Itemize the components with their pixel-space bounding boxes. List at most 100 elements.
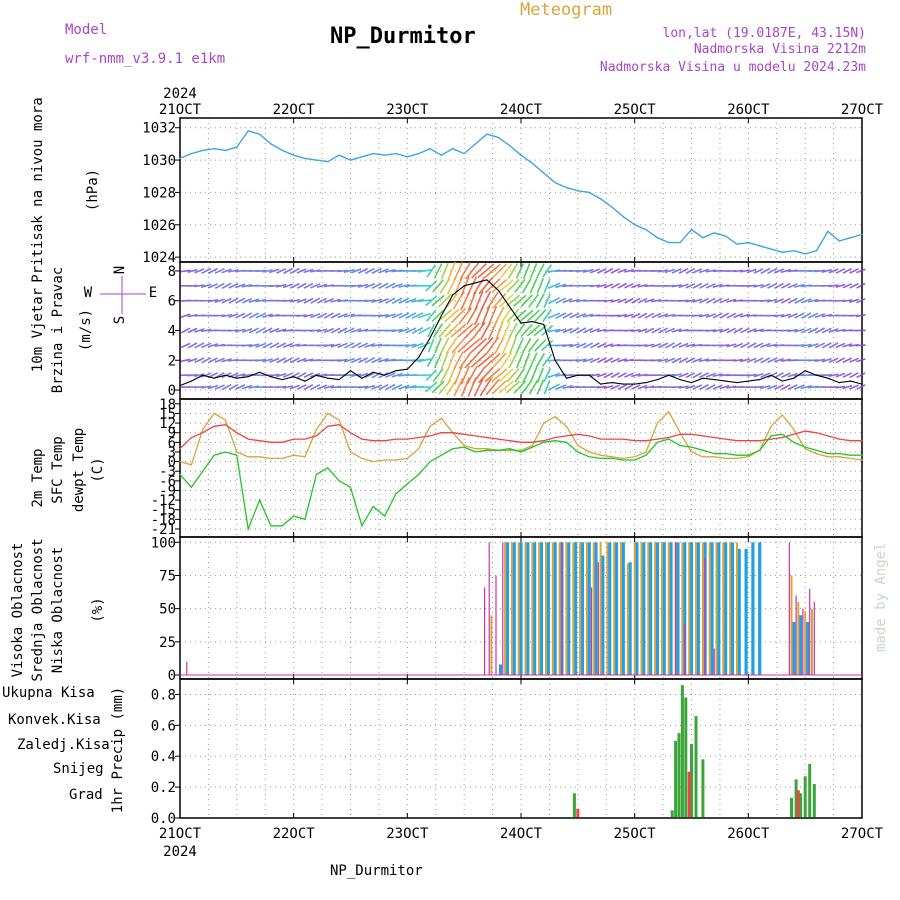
y-tick-temperature--15: -15: [151, 503, 176, 519]
sfc-temp-line-point: [349, 451, 352, 453]
dewpt-line-point: [815, 449, 818, 451]
cloud-bar: [545, 542, 547, 675]
wind-speed-line-point: [827, 377, 829, 379]
wind-speed-line-point: [531, 321, 534, 323]
sfc-temp-line-point: [554, 416, 556, 418]
dewpt-line-point: [315, 473, 317, 475]
wind-speed-line-point: [668, 374, 670, 376]
wind-speed-line-point: [440, 315, 442, 317]
dewpt-line-point: [531, 446, 534, 448]
wind-speed-line-point: [588, 374, 590, 376]
wind-speed-line-point: [395, 370, 397, 372]
temp-2m-line-point: [384, 440, 386, 442]
sfc-temp-line-point: [440, 417, 442, 419]
pressure-line-point: [531, 162, 534, 164]
pressure-line-point: [497, 136, 499, 138]
cloud-bar: [531, 542, 534, 675]
dewpt-line-point: [565, 441, 568, 443]
wind-speed-line-point: [577, 374, 579, 376]
pressure-line-point: [247, 130, 249, 132]
temp-2m-line-point: [361, 438, 363, 440]
cloud-bar: [621, 542, 625, 675]
temp-2m-line-point: [452, 432, 454, 434]
temp-2m-line-point: [509, 440, 511, 442]
sfc-temp-line-point: [395, 459, 397, 461]
dewpt-line-point: [543, 441, 545, 443]
sfc-temp-line-point: [327, 412, 329, 414]
x-tick-top-22OCT: 22OCT: [273, 102, 316, 118]
pressure-line-point: [315, 159, 317, 161]
sfc-temp-line-point: [668, 411, 670, 413]
x-tick-bottom-26OCT: 26OCT: [727, 826, 770, 842]
sfc-temp-line-point: [259, 456, 261, 458]
sfc-temp-line-point: [338, 419, 340, 421]
temp-2m-line-point: [190, 436, 192, 439]
cloud-bar: [613, 542, 616, 675]
y-tick-precipitation-0: 0.0: [151, 811, 176, 827]
pressure-line-point: [179, 157, 181, 159]
sfc-temp-line-point: [611, 456, 613, 458]
y-tick-wind-2: 2: [168, 353, 176, 369]
dewpt-line-point: [270, 525, 272, 527]
pressure-line-point: [440, 154, 442, 156]
sfc-temp-line-point: [372, 461, 374, 463]
pressure-line-point: [565, 187, 568, 189]
sfc-temp-line-point: [861, 459, 863, 461]
wind-speed-line-point: [349, 370, 352, 372]
cloud-bar: [484, 587, 486, 675]
temp-2m-line-point: [293, 438, 295, 440]
precip-bar: [803, 776, 807, 818]
wind-speed-line-point: [236, 377, 238, 379]
sfc-temp-line-point: [827, 456, 829, 458]
x-year-top: 2024: [163, 86, 197, 102]
temp-2m-line-point: [372, 440, 374, 442]
precip-bar: [670, 810, 674, 818]
cloud-bar: [551, 542, 554, 675]
temp-2m-line-point: [224, 424, 227, 426]
pressure-line-point: [543, 172, 545, 174]
dewpt-line-point: [304, 518, 306, 520]
pressure-line-point: [486, 133, 488, 135]
cloud-bar: [565, 542, 568, 675]
y-tick-temperature--6: -6: [159, 474, 176, 490]
credit: made by Angel: [873, 542, 889, 652]
pressure-line-point: [600, 198, 602, 200]
sfc-temp-line-point: [247, 456, 249, 458]
cloud-bar: [633, 542, 636, 675]
sfc-temp-line-point: [815, 453, 818, 455]
temp-2m-line-point: [213, 425, 215, 427]
precip-bar: [808, 763, 812, 818]
cloud-bar: [597, 562, 599, 675]
temp-2m-line-point: [622, 438, 624, 440]
pressure-line-point: [815, 250, 818, 252]
y-tick-temperature-0: 0: [168, 455, 176, 471]
precip-series-0: [572, 685, 816, 818]
pressure-line-point: [293, 154, 295, 156]
sfc-temp-line-point: [202, 428, 204, 431]
cloud-bar: [574, 542, 578, 675]
cloud-bar: [490, 615, 493, 675]
cloud-bar: [737, 548, 741, 675]
pressure-line-point: [611, 206, 613, 208]
sfc-temp-line-point: [429, 425, 431, 427]
model-elevation: Nadmorska Visina u modelu 2024.23m: [600, 60, 866, 75]
pressure-line-point: [725, 235, 727, 237]
y-tick-temperature-18: 18: [159, 397, 176, 413]
y-tick-clouds-100: 100: [151, 535, 176, 551]
temp-2m-line-point: [270, 441, 272, 443]
temp-2m-line-point: [815, 432, 818, 434]
dewpt-line-point: [781, 433, 784, 435]
pressure-line-point: [372, 153, 374, 155]
dewpt-line-point: [497, 449, 499, 451]
pressure-line-point: [213, 148, 215, 150]
wind-speed-line-point: [702, 377, 704, 379]
wind-speed-line-point: [554, 359, 556, 361]
y-tick-wind-8: 8: [168, 264, 176, 280]
dewpt-line-point: [622, 459, 624, 461]
wind-speed-line-point: [759, 379, 761, 381]
temp-2m-line-point: [429, 435, 431, 437]
dewpt-line-point: [236, 454, 238, 456]
cloud-series-2: [186, 542, 815, 676]
pressure-line-point: [770, 248, 772, 250]
cloud-bar: [799, 615, 803, 675]
